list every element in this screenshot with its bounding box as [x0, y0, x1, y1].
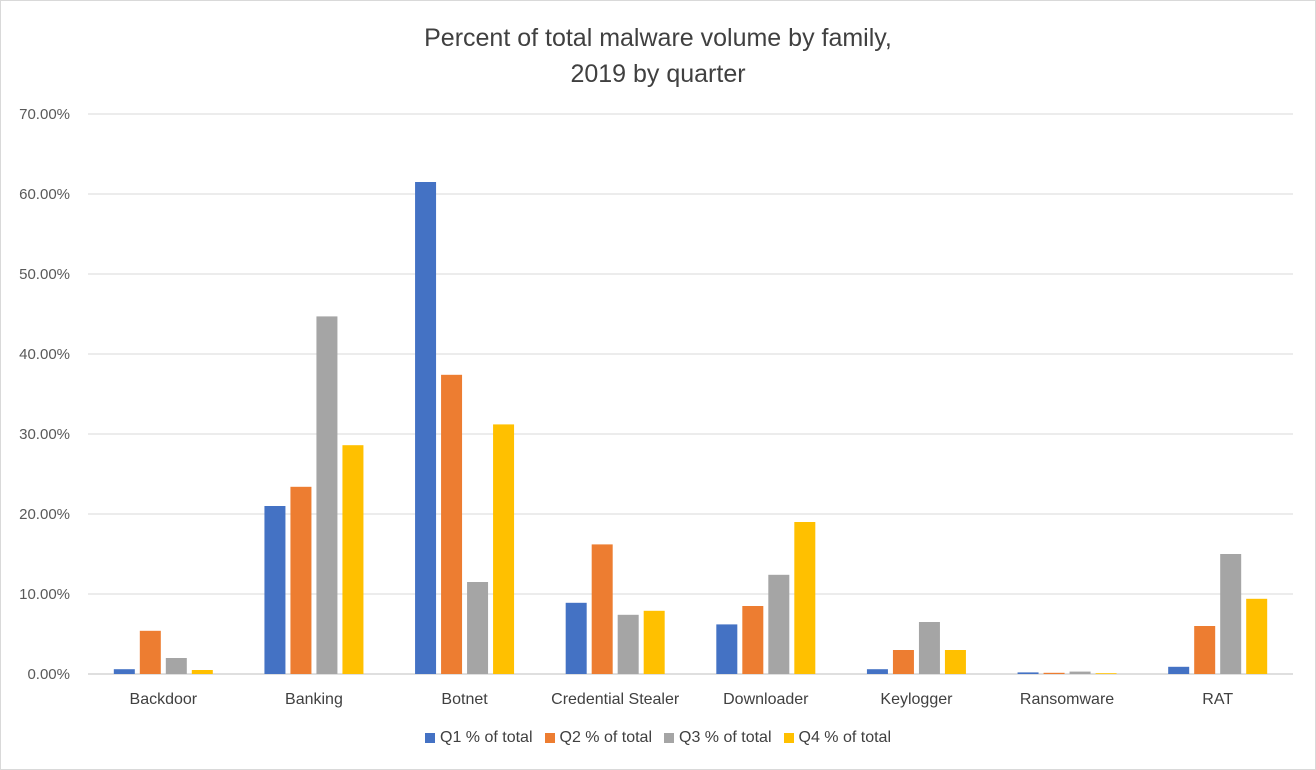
bar — [1069, 671, 1091, 674]
y-tick-label: 20.00% — [19, 506, 70, 523]
legend-swatch — [783, 733, 794, 743]
legend-label: Q3 % of total — [679, 729, 772, 746]
legend-item: Q2 % of total — [544, 729, 653, 747]
bar — [342, 445, 364, 674]
bar — [1095, 673, 1117, 674]
bar — [264, 506, 286, 674]
bar — [1246, 598, 1268, 674]
legend: Q1 % of total Q2 % of total Q3 % of total Q… — [0, 729, 1316, 748]
bar — [441, 374, 463, 674]
bar — [1194, 626, 1216, 674]
x-category-label: Credential Stealer — [551, 691, 680, 708]
bar — [1168, 666, 1190, 674]
bar — [191, 670, 213, 674]
bar — [794, 522, 816, 674]
legend-label: Q2 % of total — [559, 729, 653, 746]
bar — [165, 658, 187, 674]
bar — [415, 182, 437, 674]
y-tick-label: 0.00% — [27, 666, 70, 683]
x-category-label: Downloader — [723, 691, 809, 708]
y-tick-label: 30.00% — [19, 426, 70, 443]
x-category-label: Ransomware — [1020, 691, 1114, 708]
bar — [742, 606, 764, 674]
y-tick-label: 40.00% — [19, 346, 70, 363]
bar — [1043, 672, 1065, 674]
legend-item: Q1 % of total — [425, 729, 533, 747]
chart-title: Percent of total malware volume by famil… — [0, 20, 1316, 92]
bar — [290, 486, 312, 674]
y-tick-label: 10.00% — [19, 586, 70, 603]
legend-label: Q1 % of total — [440, 729, 533, 746]
bar — [591, 544, 613, 674]
y-tick-label: 60.00% — [19, 186, 70, 203]
y-tick-label: 70.00% — [19, 106, 70, 123]
x-category-label: Botnet — [441, 691, 488, 708]
y-tick-label: 50.00% — [19, 266, 70, 283]
legend-swatch — [544, 733, 555, 743]
bar — [1017, 672, 1039, 674]
x-category-label: Backdoor — [130, 691, 198, 708]
bar — [892, 650, 914, 674]
bar — [918, 622, 940, 674]
bar — [643, 610, 665, 674]
bar — [944, 650, 966, 674]
legend-item: Q4 % of total — [783, 729, 892, 747]
chart-title-line-1: Percent of total malware volume by famil… — [424, 24, 892, 52]
bar — [1220, 554, 1242, 674]
legend-item: Q3 % of total — [664, 729, 772, 747]
legend-swatch — [664, 733, 674, 743]
bar — [716, 624, 738, 674]
bar — [617, 614, 639, 674]
x-category-label: Keylogger — [880, 691, 953, 708]
legend-label: Q4 % of total — [798, 729, 892, 746]
bar — [565, 602, 587, 674]
x-category-label: RAT — [1202, 691, 1233, 708]
bar — [467, 582, 489, 674]
x-category-label: Banking — [285, 691, 343, 708]
bar — [139, 630, 161, 674]
bar — [113, 669, 135, 674]
legend-swatch — [425, 733, 435, 743]
chart-title-line-2: 2019 by quarter — [570, 60, 746, 88]
bar — [866, 669, 888, 674]
bar — [768, 574, 790, 674]
bar — [316, 316, 338, 674]
bar — [493, 424, 515, 674]
